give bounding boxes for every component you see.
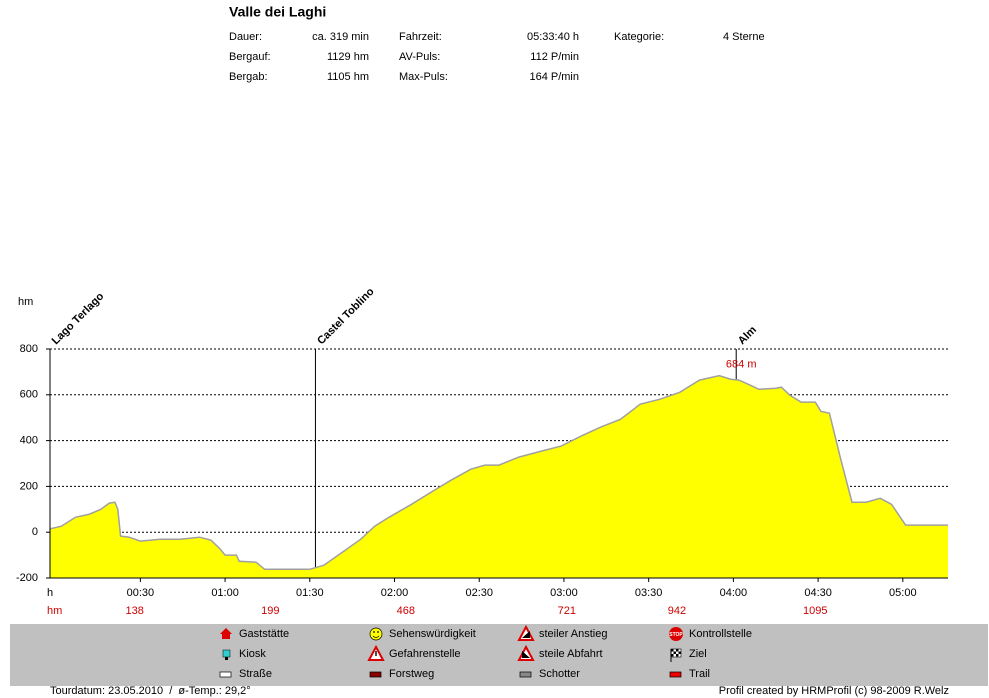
stat-label: Bergab: [229, 71, 268, 83]
waypoint-label: Alm [736, 324, 759, 347]
y-tick-label: -200 [16, 572, 38, 584]
icon-ziel [670, 648, 682, 662]
legend-item: Sehenswürdigkeit [389, 628, 476, 640]
stat-value: 112 P/min [530, 51, 579, 63]
x-tick-label: 01:00 [211, 587, 239, 599]
area-line [49, 374, 948, 571]
icon-kontroll: STOP [669, 627, 683, 641]
x-tick-label: 03:30 [635, 587, 663, 599]
legend-box [10, 624, 988, 686]
y-tick-label: 200 [20, 480, 38, 492]
stat-value: 4 Sterne [723, 31, 765, 43]
svg-text:STOP: STOP [669, 632, 683, 638]
x-tick-label: 02:00 [381, 587, 409, 599]
legend-item: Forstweg [389, 668, 434, 680]
stat-value: 05:33:40 h [527, 31, 579, 43]
legend-item: Kiosk [239, 648, 266, 660]
x-tick-label: 05:00 [889, 587, 917, 599]
legend: STOP Gaststätte Kiosk Straße Sehenswürdigke… [219, 624, 752, 680]
area-fill [50, 375, 948, 578]
legend-item: Schotter [539, 668, 580, 680]
climb-label: hm [47, 605, 62, 617]
y-tick-label: 400 [20, 435, 38, 447]
x-tick-label: 03:00 [550, 587, 578, 599]
stat-label: Dauer: [229, 31, 262, 43]
legend-item: Straße [239, 668, 272, 680]
x-tick-label: 01:30 [296, 587, 324, 599]
peak-label: 684 m [726, 358, 757, 370]
climb-value: 942 [668, 605, 686, 617]
area-layer [49, 374, 948, 578]
waypoint-label: Lago Terlago [50, 290, 107, 347]
legend-item: Trail [689, 668, 710, 680]
stat-label: Bergauf: [229, 51, 271, 63]
legend-item: steiler Anstieg [539, 628, 607, 640]
legend-item: Kontrollstelle [689, 628, 752, 640]
icon-abfahrt [517, 644, 535, 661]
y-axis-label: hm [18, 296, 33, 308]
icon-anstieg [517, 624, 535, 641]
x-tick-label: 02:30 [465, 587, 493, 599]
legend-item: Gefahrenstelle [389, 648, 461, 660]
legend-item: steile Abfahrt [539, 648, 603, 660]
stat-label: Max-Puls: [399, 71, 448, 83]
icon-gefahr [367, 644, 385, 661]
y-tick-label: 0 [32, 526, 38, 538]
stat-value: ca. 319 min [312, 31, 369, 43]
x-tick-label: 04:00 [720, 587, 748, 599]
climb-value: 138 [126, 605, 144, 617]
stat-value: 1129 hm [327, 51, 369, 63]
stat-value: 1105 hm [327, 71, 369, 83]
footer-left: Tourdatum: 23.05.2010 / ø-Temp.: 29,2° [50, 685, 251, 697]
icon-forstweg [369, 671, 382, 678]
y-tick-label: 600 [20, 389, 38, 401]
stat-label: Kategorie: [614, 31, 664, 43]
title: Valle dei Laghi [229, 4, 326, 20]
climb-value: 721 [558, 605, 576, 617]
stats: Dauer: ca. 319 min Fahrzeit: 05:33:40 h Kate… [229, 31, 765, 83]
climb-value: 199 [261, 605, 279, 617]
x-tick-label: 00:30 [127, 587, 155, 599]
footer-right: Profil created by HRMProfil (c) 98-2009 … [719, 685, 949, 697]
icon-strasse [219, 671, 232, 678]
icon-sehenswuerdig [369, 627, 383, 641]
icon-schotter [519, 671, 532, 678]
waypoint-label: Castel Toblino [315, 285, 377, 347]
icon-gaststaette [220, 628, 232, 639]
y-tick-label: 800 [20, 343, 38, 355]
stat-value: 164 P/min [529, 71, 579, 83]
axes [46, 348, 948, 582]
stat-label: AV-Puls: [399, 51, 440, 63]
legend-item: Gaststätte [239, 628, 289, 640]
climb-value: 468 [397, 605, 415, 617]
stat-label: Fahrzeit: [399, 31, 442, 43]
x-axis-label: h [47, 587, 53, 599]
legend-item: Ziel [689, 648, 707, 660]
icon-trail [669, 671, 682, 678]
climb-value: 1095 [803, 605, 827, 617]
icon-kiosk [222, 649, 231, 660]
x-tick-label: 04:30 [804, 587, 832, 599]
